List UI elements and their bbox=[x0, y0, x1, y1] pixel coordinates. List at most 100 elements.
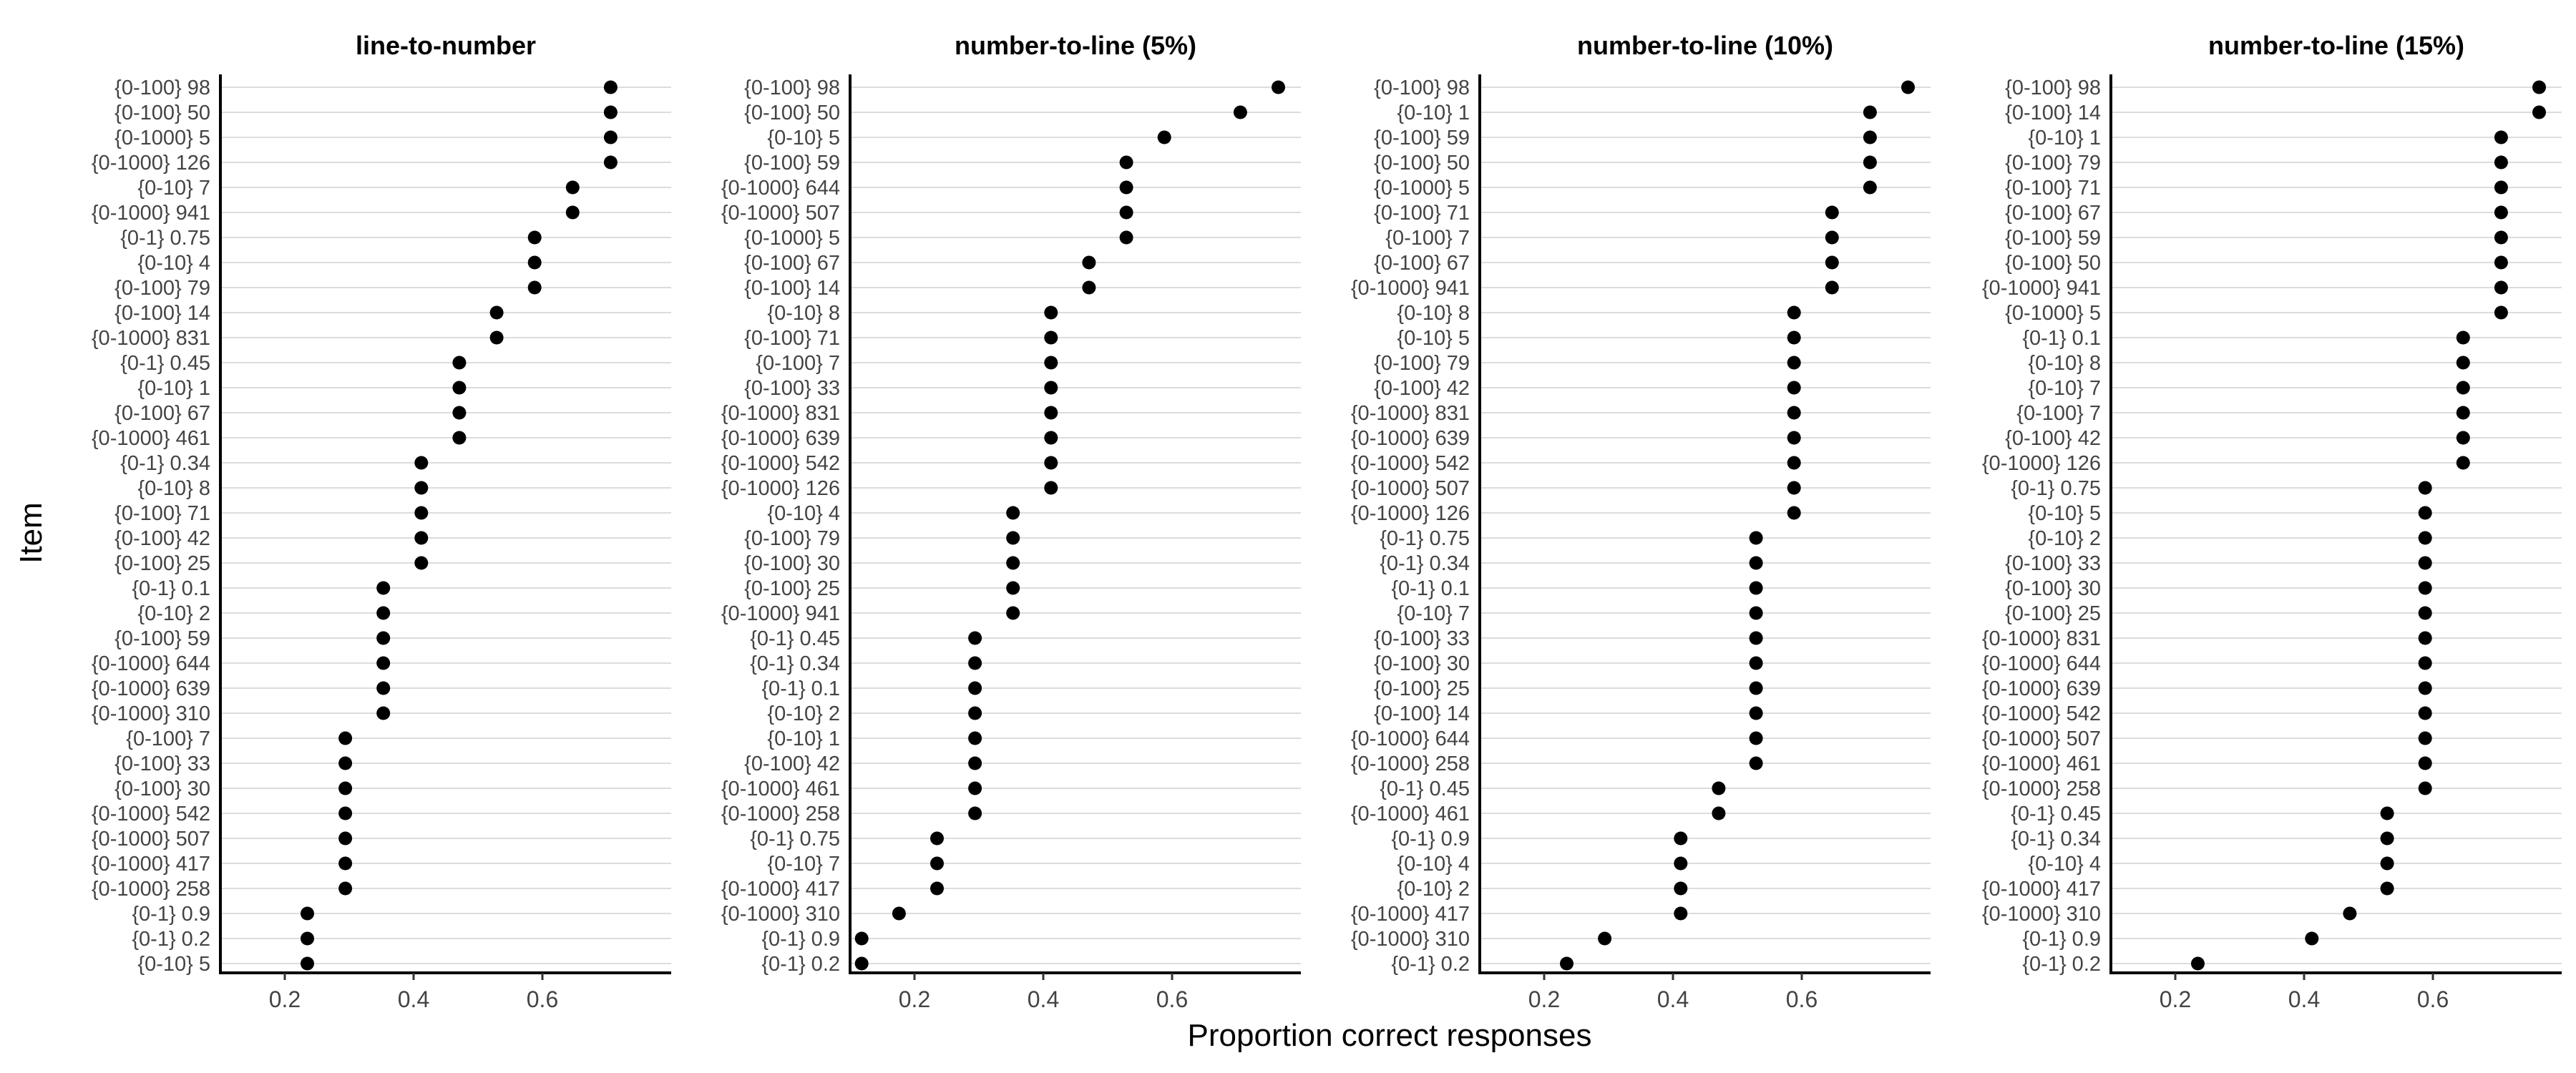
data-point bbox=[892, 906, 906, 921]
item-label: {0-100} 67 bbox=[114, 402, 210, 425]
item-label: {0-100} 14 bbox=[114, 302, 210, 325]
item-label: {0-100} 42 bbox=[744, 753, 840, 775]
item-label: {0-100} 7 bbox=[126, 727, 210, 750]
item-label: {0-100} 67 bbox=[1374, 252, 1470, 275]
item-label: {0-1000} 5 bbox=[114, 127, 210, 150]
item-label: {0-1} 0.34 bbox=[750, 652, 840, 675]
x-tick-label: 0.2 bbox=[269, 986, 301, 1012]
panel-title: number-to-line (15%) bbox=[2208, 31, 2464, 60]
item-label: {0-10} 5 bbox=[767, 127, 840, 150]
data-point bbox=[376, 606, 391, 620]
data-point bbox=[1749, 731, 1763, 745]
y-axis-title: Item bbox=[14, 502, 49, 564]
data-point bbox=[565, 205, 580, 220]
data-point bbox=[1825, 280, 1839, 295]
item-label: {0-1000} 417 bbox=[1351, 903, 1470, 926]
item-label: {0-1} 0.75 bbox=[750, 828, 840, 851]
data-point bbox=[2494, 255, 2508, 270]
data-point bbox=[1044, 406, 1058, 420]
item-label: {0-1} 0.45 bbox=[750, 627, 840, 650]
item-label: {0-1000} 941 bbox=[1351, 277, 1470, 300]
item-label: {0-1000} 644 bbox=[1351, 727, 1470, 750]
data-point bbox=[968, 631, 982, 645]
item-label: {0-1} 0.45 bbox=[2011, 803, 2101, 825]
panel-2: number-to-line (5%) {0-100} 98 {0-100} 50 {… bbox=[721, 31, 1301, 1012]
item-label: {0-1000} 831 bbox=[92, 327, 210, 350]
data-point bbox=[2456, 431, 2470, 445]
data-point bbox=[1233, 105, 1247, 119]
item-label: {0-100} 25 bbox=[744, 577, 840, 600]
data-point bbox=[1787, 431, 1801, 445]
data-point bbox=[1044, 431, 1058, 445]
data-point bbox=[1119, 180, 1133, 195]
item-label: {0-1000} 258 bbox=[1982, 778, 2101, 800]
x-tick-label: 0.6 bbox=[2417, 986, 2449, 1012]
item-label: {0-10} 7 bbox=[137, 177, 210, 200]
item-label: {0-1000} 542 bbox=[1982, 702, 2101, 725]
data-point bbox=[2418, 631, 2432, 645]
data-point bbox=[2494, 205, 2508, 220]
data-point bbox=[1119, 230, 1133, 245]
item-label: {0-100} 67 bbox=[744, 252, 840, 275]
data-point bbox=[2494, 180, 2508, 195]
data-point bbox=[1712, 806, 1726, 820]
item-label: {0-1000} 831 bbox=[1982, 627, 2101, 650]
item-label: {0-1000} 310 bbox=[92, 702, 210, 725]
data-point bbox=[968, 781, 982, 795]
item-label: {0-1000} 507 bbox=[92, 828, 210, 851]
data-point bbox=[489, 330, 504, 345]
x-tick-label: 0.4 bbox=[1028, 986, 1059, 1012]
item-label: {0-1000} 461 bbox=[1351, 803, 1470, 825]
item-label: {0-1000} 941 bbox=[92, 202, 210, 225]
item-label: {0-1} 0.34 bbox=[1380, 552, 1470, 575]
data-point bbox=[2418, 681, 2432, 695]
item-label: {0-100} 71 bbox=[114, 502, 210, 525]
item-label: {0-1} 0.1 bbox=[2022, 327, 2101, 350]
data-point bbox=[376, 581, 391, 595]
data-point bbox=[338, 756, 353, 770]
item-label: {0-1} 0.45 bbox=[120, 352, 210, 375]
data-point bbox=[854, 956, 869, 971]
item-label: {0-100} 71 bbox=[744, 327, 840, 350]
data-point bbox=[1901, 80, 1915, 94]
data-point bbox=[2305, 931, 2319, 946]
item-label: {0-100} 50 bbox=[114, 102, 210, 124]
data-point bbox=[1560, 956, 1574, 971]
x-tick-label: 0.4 bbox=[2288, 986, 2320, 1012]
item-label: {0-1} 0.2 bbox=[1391, 953, 1470, 976]
item-label: {0-100} 67 bbox=[2005, 202, 2101, 225]
data-point bbox=[1006, 606, 1020, 620]
data-point bbox=[452, 431, 467, 445]
item-label: {0-100} 30 bbox=[2005, 577, 2101, 600]
item-label: {0-1000} 126 bbox=[1982, 452, 2101, 475]
item-label: {0-100} 14 bbox=[1374, 702, 1470, 725]
data-point bbox=[1863, 105, 1877, 119]
data-point bbox=[2343, 906, 2357, 921]
data-point bbox=[1825, 255, 1839, 270]
data-point bbox=[527, 280, 542, 295]
item-label: {0-100} 7 bbox=[756, 352, 840, 375]
item-label: {0-100} 30 bbox=[1374, 652, 1470, 675]
item-label: {0-100} 59 bbox=[744, 152, 840, 175]
item-label: {0-1000} 831 bbox=[1351, 402, 1470, 425]
data-point bbox=[2494, 130, 2508, 144]
item-label: {0-100} 7 bbox=[2016, 402, 2101, 425]
data-point bbox=[2380, 806, 2394, 820]
item-label: {0-100} 98 bbox=[744, 77, 840, 99]
item-label: {0-100} 98 bbox=[114, 77, 210, 99]
data-point bbox=[968, 656, 982, 670]
item-label: {0-100} 33 bbox=[2005, 552, 2101, 575]
data-point bbox=[2418, 481, 2432, 495]
item-label: {0-1000} 461 bbox=[721, 778, 840, 800]
item-label: {0-1000} 417 bbox=[721, 878, 840, 901]
data-point bbox=[1787, 406, 1801, 420]
data-point bbox=[376, 656, 391, 670]
data-point bbox=[968, 806, 982, 820]
data-point bbox=[968, 756, 982, 770]
item-label: {0-1000} 644 bbox=[721, 177, 840, 200]
item-label: {0-10} 8 bbox=[1397, 302, 1470, 325]
item-label: {0-1000} 507 bbox=[1982, 727, 2101, 750]
item-label: {0-100} 33 bbox=[114, 753, 210, 775]
data-point bbox=[1674, 856, 1688, 871]
data-point bbox=[2494, 280, 2508, 295]
